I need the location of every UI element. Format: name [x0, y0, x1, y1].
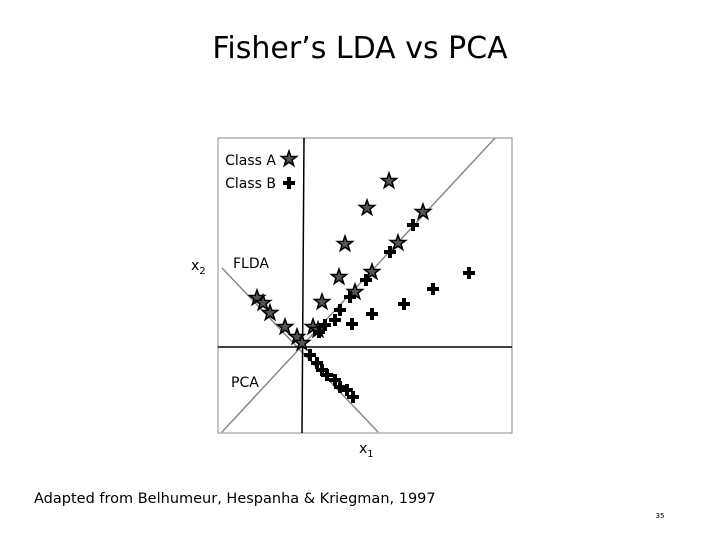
axis-label: x1: [359, 441, 374, 460]
class-b-marker: [319, 319, 331, 331]
class-b-marker: [316, 364, 328, 376]
class-a-marker: [253, 292, 273, 312]
class-b-marker: [346, 318, 358, 330]
class-b-marker: [334, 304, 346, 316]
legend-label: Class A: [225, 153, 276, 169]
y-axis: [301, 137, 305, 434]
class-a-marker: [357, 197, 377, 217]
class-a-marker: [275, 316, 295, 336]
class-a-marker: [335, 233, 355, 253]
class-b-marker: [463, 267, 475, 279]
class-a-marker: [379, 170, 399, 190]
line-label: FLDA: [233, 256, 269, 272]
class-a-marker: [413, 201, 433, 221]
class-b-marker: [311, 357, 323, 369]
class-b-marker: [347, 391, 359, 403]
class-a-marker: [279, 148, 299, 168]
class-a-marker: [362, 261, 382, 281]
legend-label: Class B: [225, 176, 276, 192]
class-a-marker: [388, 232, 408, 252]
class-b-marker: [366, 308, 378, 320]
class-b-marker: [304, 349, 316, 361]
class-b-marker: [329, 374, 341, 386]
class-b-marker: [407, 219, 419, 231]
page-number: 35: [656, 512, 665, 520]
slide-title: Fisher’s LDA vs PCA: [212, 31, 508, 66]
class-b-marker: [321, 369, 333, 381]
markers: [247, 148, 475, 403]
line-label: PCA: [231, 375, 259, 391]
axis-label: x2: [191, 258, 206, 277]
class-b-marker: [398, 298, 410, 310]
class-b-marker: [360, 274, 372, 286]
class-b-marker: [344, 291, 356, 303]
citation: Adapted from Belhumeur, Hespanha & Krieg…: [34, 491, 436, 507]
plot-frame: [217, 137, 513, 434]
class-b-marker: [427, 283, 439, 295]
class-a-marker: [260, 302, 280, 322]
class-b-marker: [341, 384, 353, 396]
class-a-marker: [292, 332, 312, 352]
class-a-marker: [312, 291, 332, 311]
class-b-marker: [334, 381, 346, 393]
class-b-marker: [329, 314, 341, 326]
class-b-marker: [283, 177, 295, 189]
class-a-marker: [329, 266, 349, 286]
pca-direction: [221, 137, 496, 433]
class-b-marker: [384, 246, 396, 258]
class-b-marker: [313, 326, 325, 338]
